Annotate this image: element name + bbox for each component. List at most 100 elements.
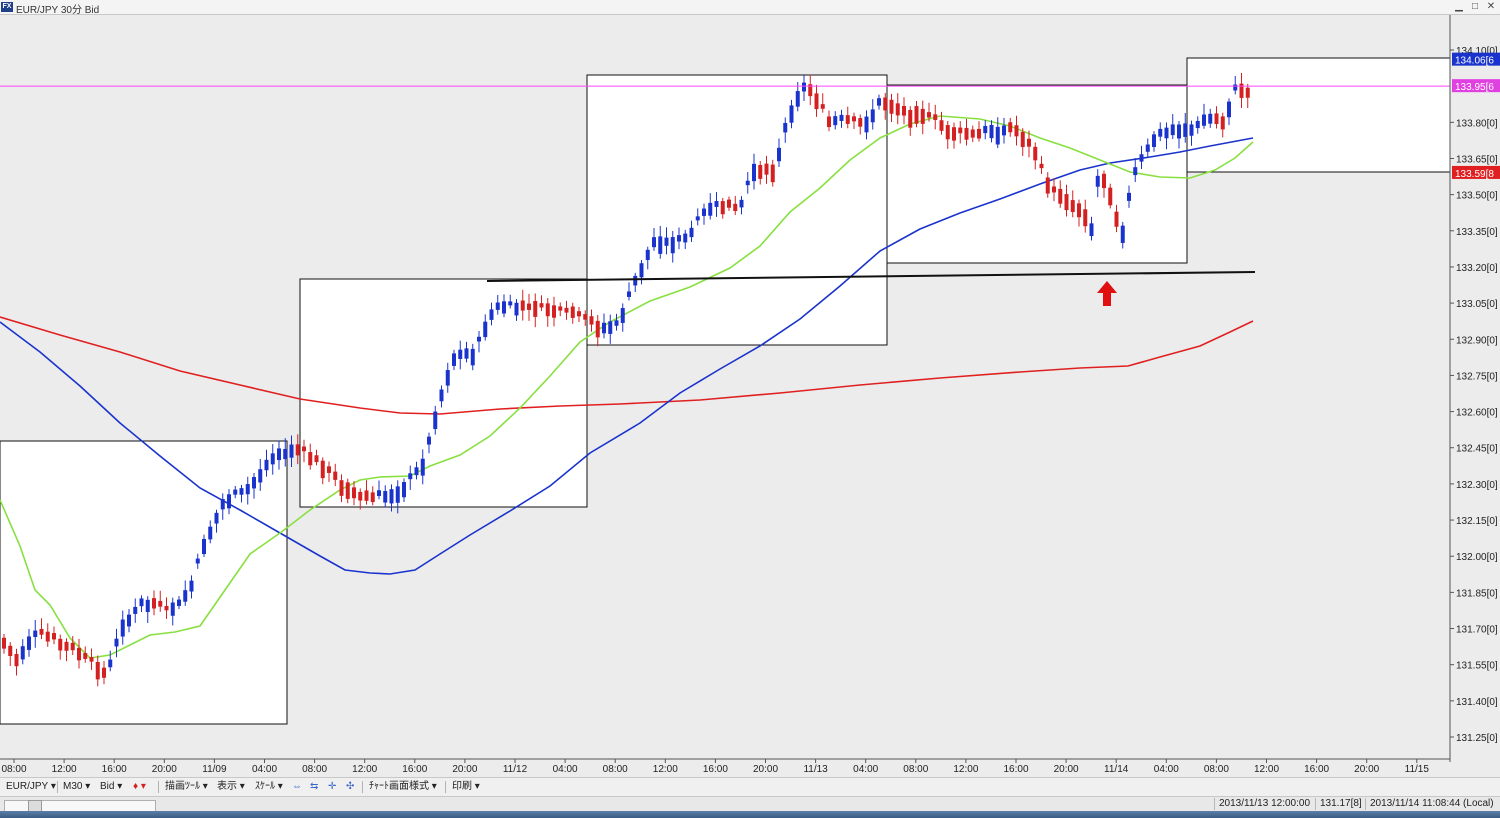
candle-body	[202, 538, 206, 555]
price-chart[interactable]: 134.10[0] 133.80[0] 133.65[0] 133.50[0] 133.…	[0, 15, 1500, 777]
candle-body	[20, 646, 25, 660]
chart-style-menu[interactable]: ﾁｬｰﾄ画面様式 ▾	[369, 781, 437, 792]
time-tick-label: 08:00	[903, 764, 928, 775]
price-label-box	[1452, 52, 1500, 66]
candle-body	[95, 662, 100, 680]
candle-body	[927, 112, 931, 118]
time-tick-label: 11/13	[803, 764, 828, 775]
candle-body	[2, 637, 6, 649]
time-tick-label: 11/12	[503, 764, 528, 775]
candle-body	[333, 471, 338, 480]
maximize-button[interactable]: □	[1471, 1, 1479, 12]
scale-menu[interactable]: ｽｹｰﾙ ▾	[255, 781, 283, 792]
price-tick-label: 131.55[0]	[1456, 661, 1498, 672]
candle-body	[670, 237, 675, 254]
candle-body	[164, 605, 169, 611]
time-tick-label: 08:00	[603, 764, 628, 775]
price-tick-label: 132.45[0]	[1456, 444, 1498, 455]
candle-body	[639, 263, 644, 278]
display-menu[interactable]: 表示 ▾	[217, 781, 245, 792]
close-button[interactable]: ✕	[1486, 1, 1496, 12]
candle-body	[833, 116, 838, 126]
candle-body	[502, 301, 506, 314]
price-tick-label: 132.60[0]	[1456, 408, 1498, 419]
candle-body	[1095, 175, 1100, 187]
zoom-in-icon[interactable]: ⇆	[310, 781, 319, 792]
candle-body	[33, 630, 38, 638]
candle-body	[1233, 84, 1238, 91]
candle-body	[139, 598, 144, 607]
candle-body	[1145, 144, 1150, 152]
moving-averages	[0, 115, 1254, 659]
ma-mid-line	[0, 137, 1254, 575]
candle-body	[539, 303, 544, 308]
candle-body	[689, 227, 694, 238]
candle-body	[777, 147, 781, 162]
candle-body	[1020, 131, 1025, 148]
candle-body	[827, 116, 831, 128]
candle-body	[1208, 113, 1213, 124]
candle-body	[1239, 83, 1244, 98]
print-menu[interactable]: 印刷 ▾	[452, 781, 480, 792]
time-tick-label: 04:00	[1154, 764, 1179, 775]
price-label-box	[1452, 79, 1500, 93]
candle-body	[233, 489, 238, 495]
candle-body	[1058, 188, 1063, 204]
minimize-button[interactable]: ▁	[1455, 1, 1463, 12]
candle-body	[739, 199, 744, 208]
toolbar-separator	[445, 781, 446, 793]
os-taskbar	[0, 811, 1500, 818]
candle-body	[570, 306, 575, 318]
candle-body	[727, 199, 731, 208]
candle-body	[664, 237, 669, 246]
candles	[2, 72, 1250, 687]
candle-body	[783, 123, 788, 133]
candle-body	[1008, 122, 1013, 133]
crosshair-icon[interactable]: ✛	[328, 781, 337, 792]
candle-body	[877, 98, 881, 106]
candle-body	[1158, 128, 1163, 137]
toolbar-separator	[158, 781, 159, 793]
candle-body	[595, 320, 600, 338]
candle-body	[464, 348, 469, 359]
candle-body	[89, 656, 94, 662]
candle-body	[170, 602, 175, 616]
candle-body	[108, 659, 113, 668]
candle-body	[1108, 187, 1113, 206]
zoom-out-icon[interactable]: ⇔	[292, 781, 302, 792]
candle-body	[839, 114, 844, 121]
symbol-select[interactable]: EUR/JPY ▾	[6, 781, 56, 792]
time-tick-label: 04:00	[853, 764, 878, 775]
time-tick-label: 20:00	[152, 764, 177, 775]
candle-body	[495, 302, 500, 310]
candle-body	[939, 120, 944, 131]
candle-body	[308, 452, 313, 466]
candle-body	[120, 619, 125, 637]
candle-body	[558, 306, 563, 311]
drawing-tools-menu[interactable]: 描画ﾂｰﾙ ▾	[165, 781, 208, 792]
time-tick-label: 08:00	[302, 764, 327, 775]
candle-body	[814, 93, 819, 110]
candle-body	[320, 460, 325, 479]
candle-body	[277, 448, 281, 461]
fit-icon[interactable]: ✣	[346, 781, 355, 792]
candle-body	[1227, 101, 1231, 118]
candle-body	[658, 236, 663, 254]
price-tick-label: 132.75[0]	[1456, 371, 1498, 382]
candle-body	[914, 106, 919, 124]
candle-body	[283, 448, 288, 460]
candle-body	[552, 305, 556, 318]
side-select[interactable]: Bid ▾	[100, 781, 123, 792]
candle-body	[1064, 194, 1069, 211]
window-title: EUR/JPY 30分 Bid	[16, 5, 100, 16]
status-bar: 2013/11/13 12:00:00 131.17[8] 2013/11/14…	[0, 796, 1500, 812]
price-axis: 134.10[0] 133.80[0] 133.65[0] 133.50[0] 133.…	[1450, 46, 1498, 744]
candle-body	[195, 558, 200, 564]
candle-body	[683, 233, 688, 243]
range-box	[0, 440, 288, 725]
candle-body	[870, 109, 875, 123]
app-logo-icon: FX	[1, 2, 13, 12]
color-picker-icon[interactable]: ♦ ▾	[133, 781, 146, 792]
timeframe-select[interactable]: M30 ▾	[63, 781, 91, 792]
candle-body	[770, 164, 775, 183]
